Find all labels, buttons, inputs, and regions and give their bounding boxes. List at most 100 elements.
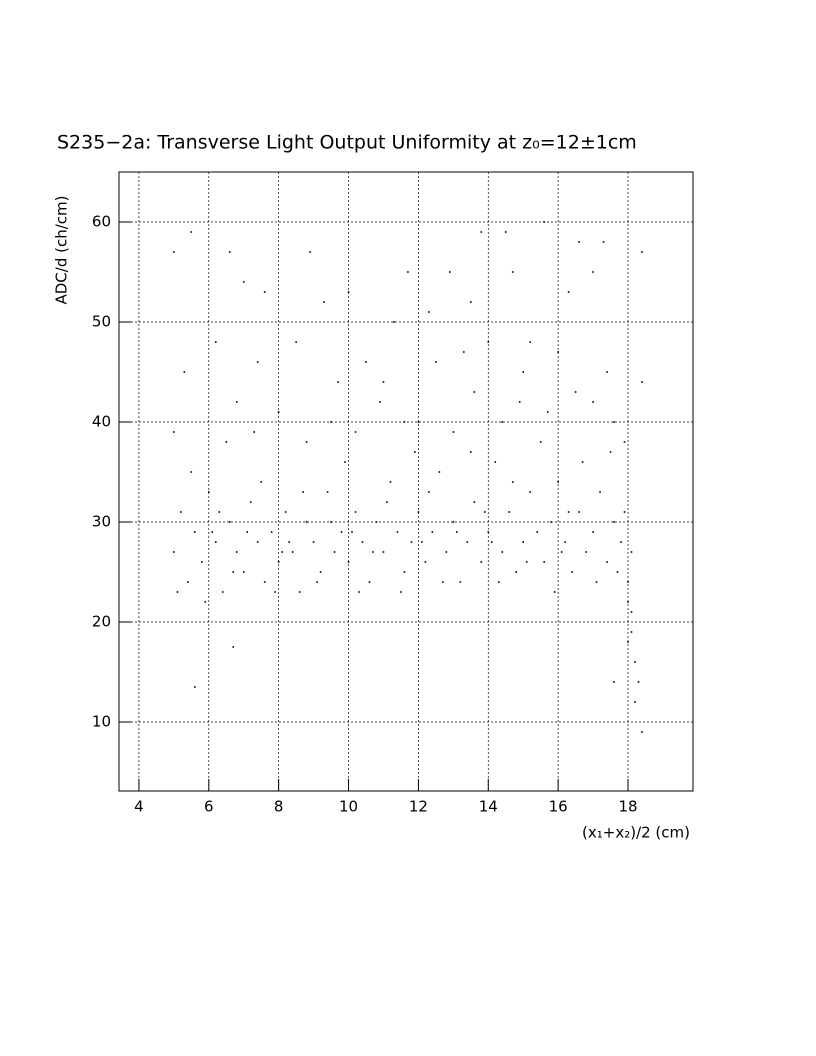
point <box>281 551 283 553</box>
point <box>256 361 259 363</box>
point <box>592 531 594 533</box>
point <box>228 251 231 253</box>
plot-frame <box>118 171 694 792</box>
point <box>232 571 235 573</box>
point <box>284 511 287 513</box>
point <box>326 491 329 493</box>
point <box>358 591 360 593</box>
point <box>473 501 476 503</box>
point <box>330 521 332 523</box>
point <box>536 531 538 533</box>
point <box>298 591 301 593</box>
point <box>543 221 545 223</box>
point <box>511 271 514 273</box>
point <box>400 591 402 593</box>
point <box>263 291 266 293</box>
y-tick-label: 60 <box>92 213 111 231</box>
point <box>235 551 238 553</box>
point <box>550 521 552 523</box>
point <box>323 301 325 303</box>
point <box>616 571 619 573</box>
point <box>564 541 566 543</box>
point <box>501 551 504 553</box>
point <box>379 401 381 403</box>
point <box>421 541 423 543</box>
point <box>354 431 357 433</box>
point <box>630 611 633 613</box>
point <box>578 511 580 513</box>
point <box>602 241 605 243</box>
point <box>571 571 573 573</box>
point <box>581 461 584 463</box>
point <box>211 531 214 533</box>
point <box>637 681 640 683</box>
x-tick-label: 14 <box>479 798 498 816</box>
point <box>438 471 441 473</box>
point <box>508 511 511 513</box>
point <box>606 561 608 563</box>
point <box>319 571 322 573</box>
point <box>288 541 290 543</box>
y-tick-label: 50 <box>92 313 111 331</box>
point <box>302 491 304 493</box>
point <box>449 271 451 273</box>
point <box>173 431 175 433</box>
point <box>173 551 175 553</box>
point <box>609 451 612 453</box>
point <box>497 581 500 583</box>
point <box>309 251 311 253</box>
point <box>214 541 217 543</box>
point <box>347 561 350 563</box>
point <box>459 581 462 583</box>
point <box>190 471 193 473</box>
point <box>295 341 297 343</box>
point <box>456 531 458 533</box>
point <box>490 541 493 543</box>
point <box>431 531 434 533</box>
y-tick-label: 40 <box>92 413 111 431</box>
point <box>574 391 577 393</box>
point <box>641 381 643 383</box>
point <box>567 511 570 513</box>
x-tick-label: 12 <box>409 798 428 816</box>
point <box>522 541 525 543</box>
point <box>277 411 280 413</box>
point <box>487 341 490 343</box>
point <box>428 311 430 313</box>
point <box>480 231 483 233</box>
point <box>557 351 559 353</box>
point <box>452 521 455 523</box>
point <box>330 421 332 423</box>
point <box>501 421 504 423</box>
chart-title: S235−2a: Transverse Light Output Uniform… <box>57 132 637 154</box>
point <box>372 551 374 553</box>
point <box>599 491 601 493</box>
point <box>627 581 629 583</box>
point <box>221 591 224 593</box>
point <box>627 641 629 643</box>
point <box>525 561 528 563</box>
point <box>442 581 444 583</box>
point <box>274 591 276 593</box>
point <box>585 551 587 553</box>
point <box>225 441 228 443</box>
point <box>242 281 245 283</box>
point <box>417 511 420 513</box>
point <box>630 551 633 553</box>
point <box>424 561 427 563</box>
point <box>578 241 580 243</box>
point <box>393 321 395 323</box>
point <box>180 511 182 513</box>
point <box>365 361 367 363</box>
point <box>333 551 336 553</box>
point <box>305 441 308 443</box>
point <box>344 461 346 463</box>
x-tick-label: 4 <box>134 798 144 816</box>
x-tick-label: 16 <box>549 798 568 816</box>
x-tick-label: 10 <box>339 798 358 816</box>
y-axis-label: ADC/d (ch/cm) <box>53 196 71 305</box>
point <box>592 271 594 273</box>
point <box>410 541 413 543</box>
point <box>435 361 437 363</box>
x-tick-label: 18 <box>618 798 637 816</box>
